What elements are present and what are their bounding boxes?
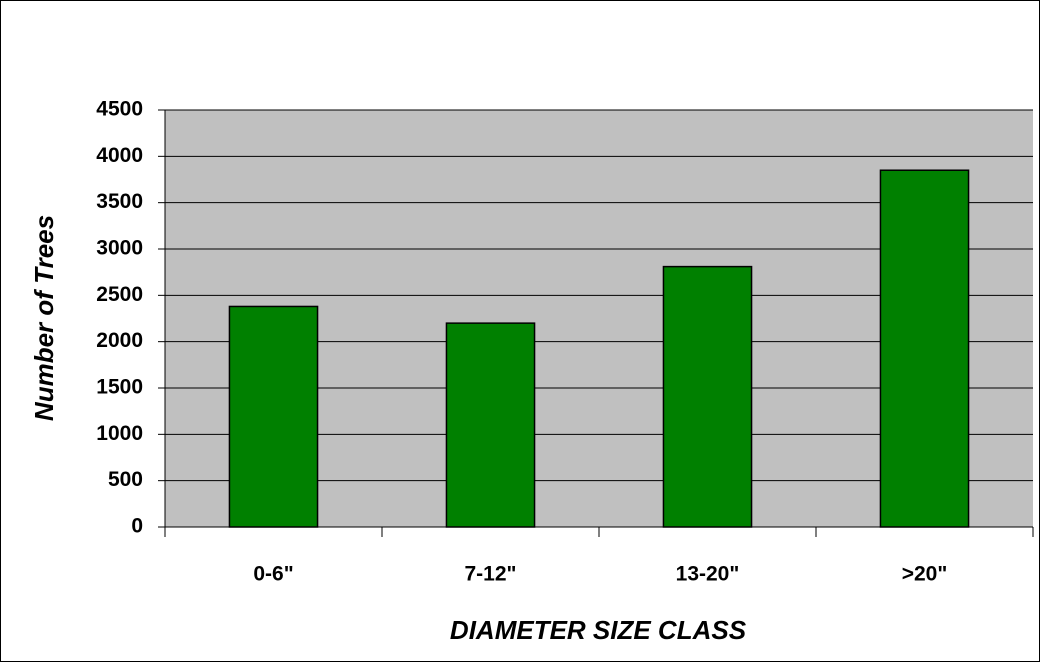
x-tick-label: 13-20"	[676, 563, 740, 586]
bar	[445, 322, 536, 528]
y-tick-label: 1500	[96, 376, 143, 399]
y-tick-label: 2000	[96, 329, 143, 352]
bar	[879, 169, 970, 528]
y-axis-title: Number of Trees	[29, 215, 59, 421]
y-tick-label: 0	[131, 515, 143, 538]
y-tick-label: 4500	[96, 98, 143, 121]
y-tick-label: 1000	[96, 422, 143, 445]
y-tick-label: 2500	[96, 283, 143, 306]
y-tick-label: 3000	[96, 237, 143, 260]
y-tick-label: 3500	[96, 190, 143, 213]
bar	[662, 265, 753, 528]
bar	[228, 305, 319, 528]
y-tick-label: 500	[108, 468, 143, 491]
y-tick-label: 4000	[96, 144, 143, 167]
x-tick-label: 0-6"	[253, 563, 293, 586]
x-axis-title: DIAMETER SIZE CLASS	[450, 615, 747, 645]
x-tick-label: 7-12"	[465, 563, 517, 586]
x-tick-label: >20"	[902, 563, 948, 586]
